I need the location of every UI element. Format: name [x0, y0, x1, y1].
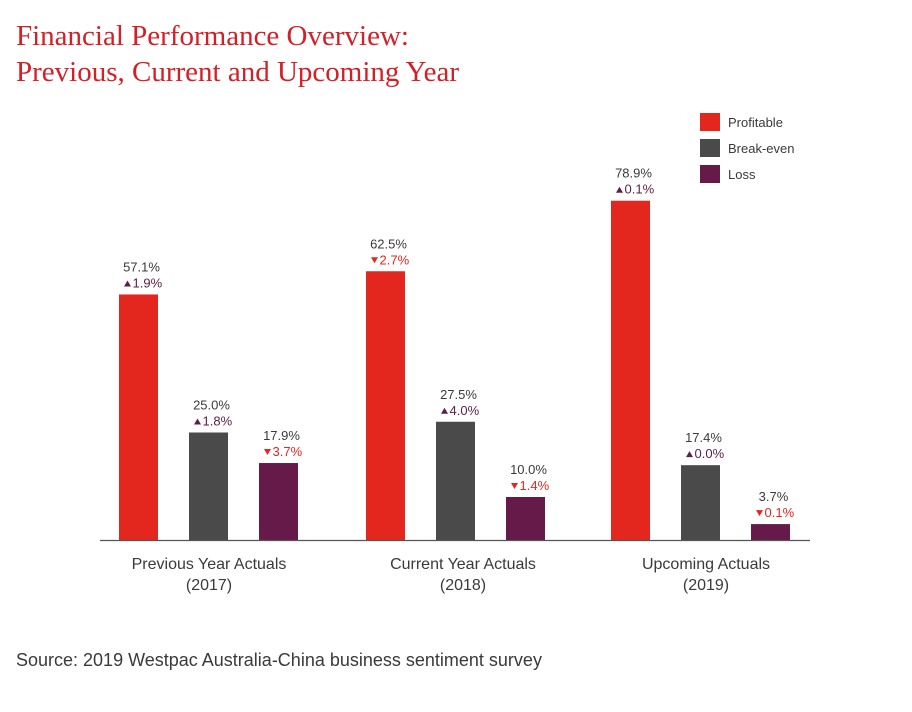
change-down-icon: [371, 257, 378, 264]
x-tick-label: (2017): [186, 577, 232, 594]
change-up-icon: [441, 407, 448, 414]
legend-label: Loss: [728, 167, 756, 182]
bar-break-even-1: [436, 421, 475, 540]
bar-chart: 57.1%1.9%62.5%2.7%78.9%0.1%25.0%1.8%27.5…: [100, 113, 810, 594]
value-label: 17.4%: [685, 430, 722, 445]
change-label: 0.1%: [765, 505, 795, 520]
value-label: 25.0%: [193, 398, 230, 413]
change-up-icon: [616, 186, 623, 193]
change-label: 2.7%: [380, 252, 410, 267]
bar-profitable-2: [611, 200, 650, 541]
x-tick-label: Current Year Actuals: [390, 556, 536, 573]
legend-swatch-loss: [700, 165, 720, 183]
source-note: Source: 2019 Westpac Australia-China bus…: [16, 650, 542, 670]
bar-profitable-0: [119, 294, 158, 540]
x-tick-label: (2018): [440, 577, 486, 594]
value-label: 57.1%: [123, 259, 160, 274]
change-label: 0.0%: [695, 446, 725, 461]
legend-swatch-profitable: [700, 113, 720, 131]
value-label: 10.0%: [510, 462, 547, 477]
value-label: 78.9%: [615, 166, 652, 181]
bar-loss-1: [506, 497, 545, 540]
change-label: 1.4%: [520, 478, 550, 493]
value-label: 17.9%: [263, 428, 300, 443]
change-down-icon: [511, 483, 518, 489]
change-up-icon: [124, 280, 131, 287]
value-label: 27.5%: [440, 387, 477, 402]
x-tick-label: Upcoming Actuals: [642, 556, 770, 573]
chart-title-line-1: Financial Performance Overview:: [16, 20, 409, 52]
x-tick-label: (2019): [683, 577, 729, 594]
bar-profitable-1: [366, 271, 405, 540]
chart-title: Financial Performance Overview: Previous…: [16, 18, 459, 90]
legend-label: Profitable: [728, 115, 783, 130]
change-label: 0.1%: [625, 182, 655, 197]
change-up-icon: [194, 418, 201, 425]
legend-label: Break-even: [728, 141, 794, 156]
change-label: 3.7%: [273, 444, 303, 459]
x-tick-label: Previous Year Actuals: [132, 556, 287, 573]
bar-break-even-0: [189, 432, 228, 540]
bar-loss-0: [259, 463, 298, 540]
chart-title-line-2: Previous, Current and Upcoming Year: [16, 56, 460, 88]
change-label: 1.9%: [133, 275, 163, 290]
change-down-icon: [756, 510, 763, 517]
change-label: 1.8%: [203, 414, 233, 429]
legend-swatch-break-even: [700, 139, 720, 157]
change-up-icon: [686, 451, 693, 458]
value-label: 62.5%: [370, 236, 407, 251]
bar-loss-2: [751, 524, 790, 540]
value-label: 3.7%: [759, 489, 789, 504]
change-label: 4.0%: [450, 403, 480, 418]
bar-break-even-2: [681, 465, 720, 540]
change-down-icon: [264, 449, 271, 456]
